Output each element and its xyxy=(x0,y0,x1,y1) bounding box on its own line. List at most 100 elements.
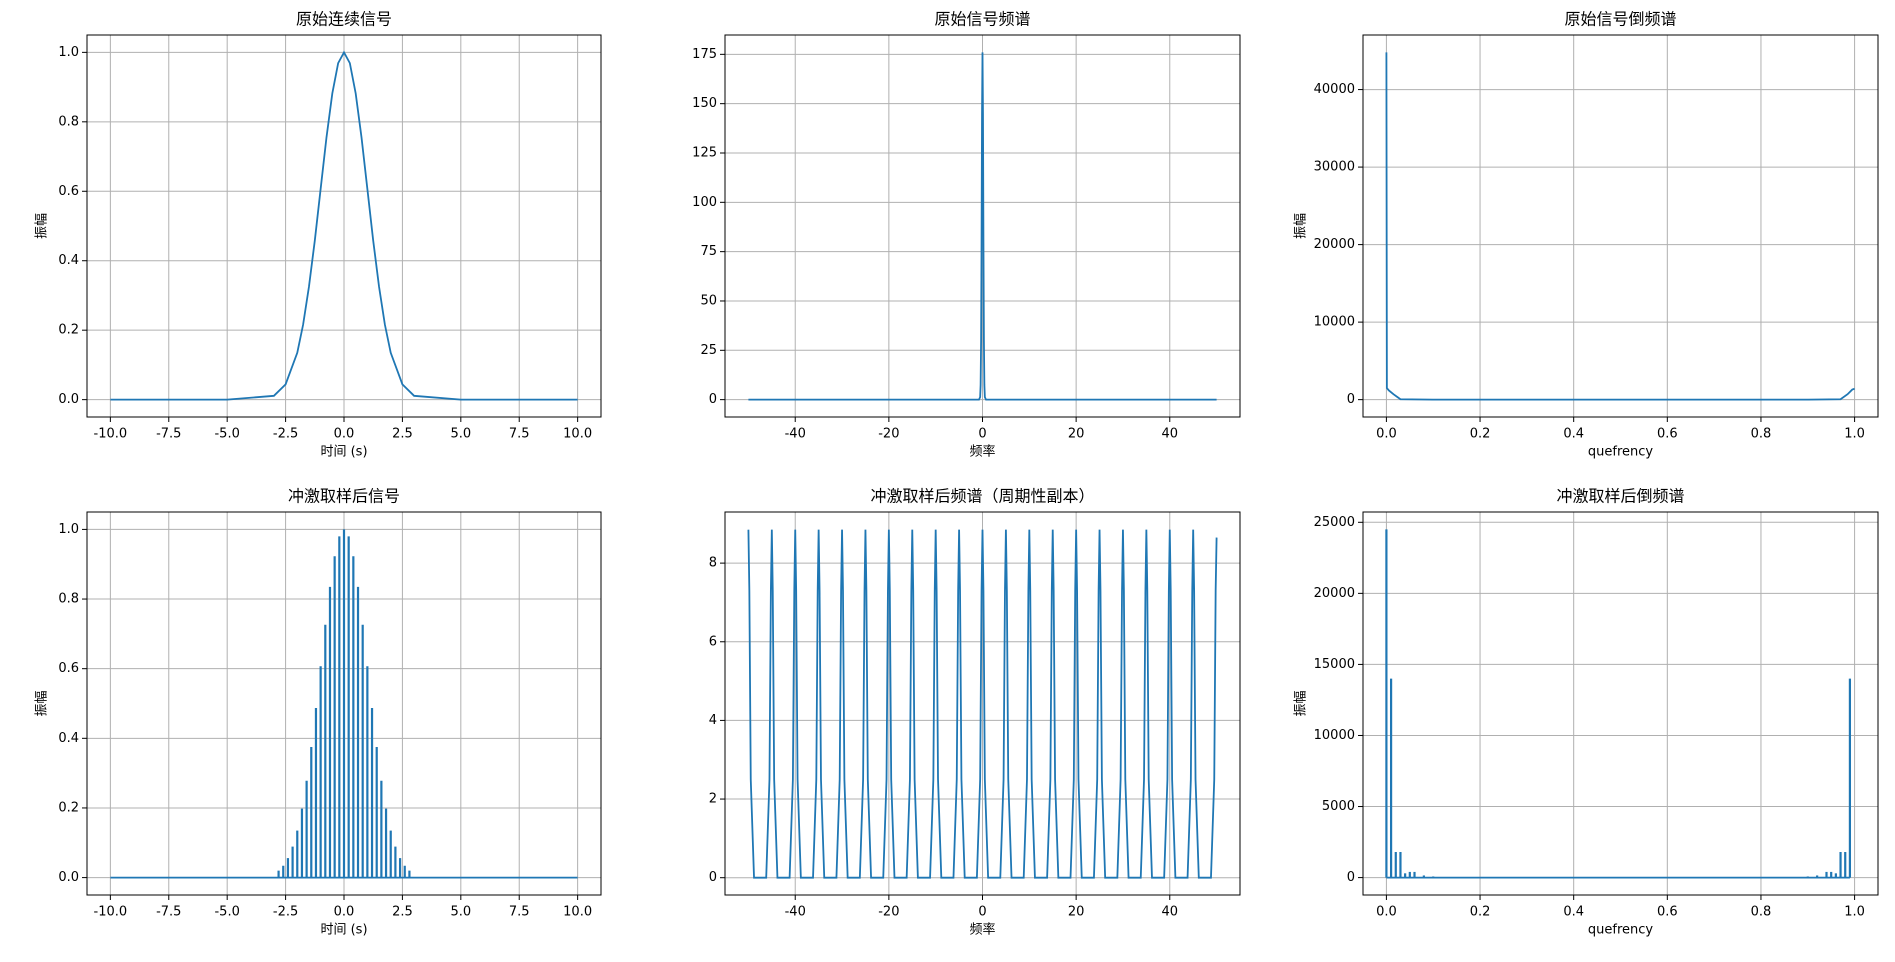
y-axis-label: 振幅 xyxy=(35,213,50,239)
chart-title: 冲激取样后频谱（周期性副本） xyxy=(870,487,1094,506)
y-tick-label: 0.8 xyxy=(58,114,79,129)
y-tick-label: 0.8 xyxy=(58,592,79,607)
chart-title: 原始信号倒频谱 xyxy=(1564,10,1676,29)
y-tick-label: 0.2 xyxy=(58,800,79,815)
y-tick-label: 20000 xyxy=(1314,586,1355,601)
x-tick-label: 7.5 xyxy=(509,427,530,442)
x-axis-label: quefrency xyxy=(1588,923,1654,938)
y-tick-label: 125 xyxy=(692,145,717,160)
x-axis-label: 频率 xyxy=(969,922,995,938)
x-tick-label: 20 xyxy=(1068,427,1085,442)
axes-frame xyxy=(86,34,602,418)
y-tick-label: 0.6 xyxy=(58,184,79,199)
x-tick-label: 0.4 xyxy=(1563,427,1584,442)
x-tick-label: -20 xyxy=(878,905,899,920)
axes-frame xyxy=(1362,34,1879,418)
x-tick-label: -2.5 xyxy=(273,905,298,920)
axes-frame xyxy=(724,34,1241,418)
chart-title: 原始信号频谱 xyxy=(934,10,1030,29)
y-tick-label: 50 xyxy=(700,293,717,308)
axes-frame xyxy=(724,511,1241,896)
x-tick-label: 1.0 xyxy=(1844,427,1865,442)
subplot: -10.0 -7.5 -5.0 -2.5 0.0 2.5 5.0 7.5 10.0 0.0 0.2 0… xyxy=(35,487,602,938)
y-axis-label: 振幅 xyxy=(1294,213,1309,239)
y-tick-label: 0 xyxy=(1347,392,1355,407)
x-tick-label: 2.5 xyxy=(392,905,413,920)
y-tick-label: 0.2 xyxy=(58,323,79,338)
line xyxy=(748,52,1217,401)
x-axis-label: 时间 (s) xyxy=(320,445,367,460)
x-tick-label: 0.8 xyxy=(1751,905,1772,920)
y-tick-label: 2 xyxy=(709,792,717,807)
x-tick-label: 10.0 xyxy=(563,427,592,442)
x-tick-label: 0.6 xyxy=(1657,427,1678,442)
y-axis-label: 振幅 xyxy=(1294,690,1309,716)
y-tick-label: 5000 xyxy=(1322,799,1355,814)
x-tick-label: 0.2 xyxy=(1470,427,1491,442)
y-tick-label: 0.0 xyxy=(58,392,79,407)
x-tick-label: 0.8 xyxy=(1751,427,1772,442)
x-tick-label: 40 xyxy=(1161,905,1178,920)
line xyxy=(110,50,578,401)
axes-frame xyxy=(86,511,602,896)
x-tick-label: 0.6 xyxy=(1657,905,1678,920)
x-tick-label: -7.5 xyxy=(156,905,181,920)
x-tick-label: 0 xyxy=(978,427,986,442)
y-tick-label: 0.6 xyxy=(58,661,79,676)
x-tick-label: 0.2 xyxy=(1470,905,1491,920)
x-axis-label: quefrency xyxy=(1588,445,1654,460)
x-tick-label: 2.5 xyxy=(392,427,413,442)
subplot: 0.0 0.2 0.4 0.6 0.8 1.0 0 10000 20000 30000 40000 原… xyxy=(1294,10,1879,460)
y-tick-label: 100 xyxy=(692,195,717,210)
x-tick-label: 0 xyxy=(978,905,986,920)
subplot: 0.0 0.2 0.4 0.6 0.8 1.0 0 5000 10000 15000 20000 25… xyxy=(1294,487,1879,938)
chart-title: 冲激取样后倒频谱 xyxy=(1556,487,1684,506)
x-tick-label: 0.4 xyxy=(1563,905,1584,920)
y-tick-label: 0.4 xyxy=(58,731,79,746)
x-tick-label: 7.5 xyxy=(509,905,530,920)
x-axis-label: 频率 xyxy=(969,444,995,460)
y-tick-label: 0 xyxy=(709,392,717,407)
x-tick-label: -7.5 xyxy=(156,427,181,442)
x-tick-label: 5.0 xyxy=(450,905,471,920)
subplot: -40 -20 0 20 40 0 2 4 6 8 冲激取样后频谱（周期性副本） 频率 xyxy=(709,487,1241,938)
y-tick-label: 6 xyxy=(709,634,717,649)
x-tick-label: 10.0 xyxy=(563,905,592,920)
x-tick-label: -40 xyxy=(785,427,806,442)
y-tick-label: 10000 xyxy=(1314,315,1355,330)
x-tick-label: -10.0 xyxy=(94,427,128,442)
x-tick-label: 40 xyxy=(1161,427,1178,442)
y-tick-label: 0.0 xyxy=(58,870,79,885)
x-tick-label: -5.0 xyxy=(214,427,239,442)
x-tick-label: 0.0 xyxy=(1376,905,1397,920)
y-tick-label: 1.0 xyxy=(58,45,79,60)
y-tick-label: 40000 xyxy=(1314,82,1355,97)
y-tick-label: 0 xyxy=(709,870,717,885)
line xyxy=(1385,52,1855,401)
y-tick-label: 0 xyxy=(1347,870,1355,885)
x-tick-label: 5.0 xyxy=(450,427,471,442)
x-tick-label: 1.0 xyxy=(1844,905,1865,920)
y-tick-label: 4 xyxy=(709,713,717,728)
line xyxy=(747,529,1218,879)
y-tick-label: 20000 xyxy=(1314,237,1355,252)
y-tick-label: 25000 xyxy=(1314,515,1355,530)
x-tick-label: -2.5 xyxy=(273,427,298,442)
axes-frame xyxy=(1362,511,1879,896)
y-tick-label: 25 xyxy=(700,343,717,358)
x-tick-label: -20 xyxy=(878,427,899,442)
x-tick-label: 20 xyxy=(1068,905,1085,920)
x-tick-label: -5.0 xyxy=(214,905,239,920)
y-axis-label: 振幅 xyxy=(35,690,50,716)
y-tick-label: 150 xyxy=(692,96,717,111)
y-tick-label: 30000 xyxy=(1314,160,1355,175)
x-tick-label: 0.0 xyxy=(334,905,355,920)
chart-title: 冲激取样后信号 xyxy=(288,487,400,506)
y-tick-label: 15000 xyxy=(1314,657,1355,672)
y-tick-label: 1.0 xyxy=(58,522,79,537)
x-tick-label: 0.0 xyxy=(1376,427,1397,442)
y-tick-label: 175 xyxy=(692,47,717,62)
x-tick-label: -40 xyxy=(785,905,806,920)
